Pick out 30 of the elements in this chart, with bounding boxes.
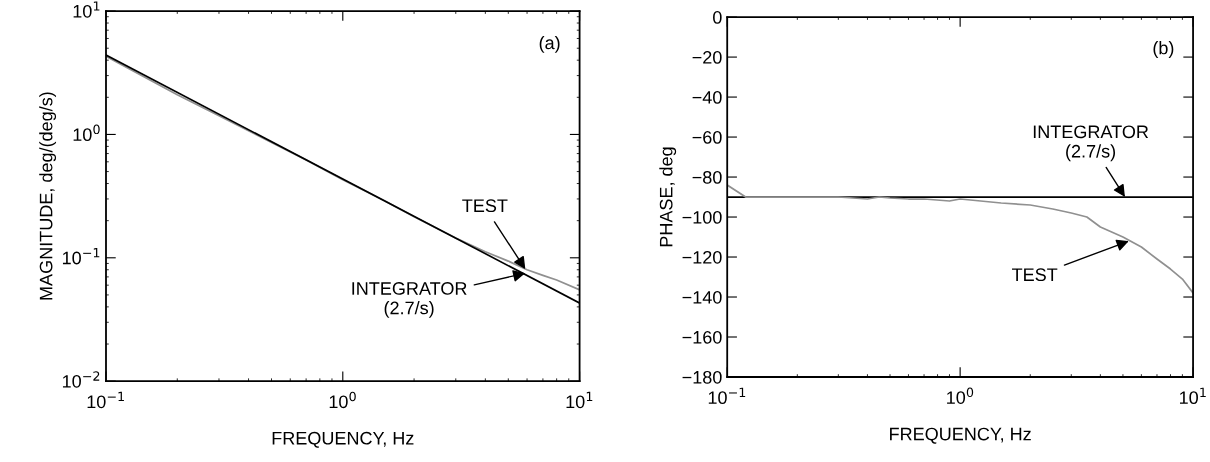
x-tick-label: 10$^{0}$ [329, 391, 356, 409]
y-axis-title: MAGNITUDE, deg/(deg/s) [39, 92, 57, 300]
y-tick-label: −40 [692, 91, 722, 104]
annotation: TEST [1012, 268, 1058, 282]
y-tick-label: 0 [713, 11, 722, 24]
y-tick-label: −80 [692, 170, 722, 184]
annotation: INTEGRATOR (2.7/s) [1033, 125, 1149, 162]
x-tick-label: 10$^{1}$ [566, 391, 593, 409]
x-axis-title: FREQUENCY, Hz [890, 427, 1031, 444]
x-tick-label: 10$^{1}$ [1179, 387, 1206, 405]
y-tick-label: −20 [692, 51, 722, 64]
annotation: (a) [539, 35, 560, 53]
y-tick-label: −140 [682, 290, 722, 304]
x-tick-label: 10$^{0}$ [947, 387, 974, 405]
y-axis-title: PHASE, deg [659, 147, 677, 247]
y-tick-label: 10$^{1}$ [73, 1, 100, 18]
y-tick-label: 10$^{−2}$ [62, 371, 100, 388]
annotation: TEST [462, 199, 508, 213]
y-tick-label: −180 [682, 370, 722, 384]
annotation: INTEGRATOR (2.7/s) [352, 282, 467, 318]
y-tick-label: −120 [682, 250, 722, 264]
y-tick-label: −100 [682, 210, 722, 224]
y-tick-label: −60 [692, 130, 722, 144]
y-tick-label: 10$^{−1}$ [62, 248, 100, 265]
x-axis-title: FREQUENCY, Hz [272, 431, 414, 448]
x-tick-label: 10$^{−1}$ [708, 387, 746, 405]
x-tick-label: 10$^{−1}$ [87, 391, 124, 409]
y-tick-label: 10$^{0}$ [73, 124, 100, 142]
y-tick-label: −160 [682, 330, 722, 344]
annotation: (b) [1153, 41, 1174, 58]
